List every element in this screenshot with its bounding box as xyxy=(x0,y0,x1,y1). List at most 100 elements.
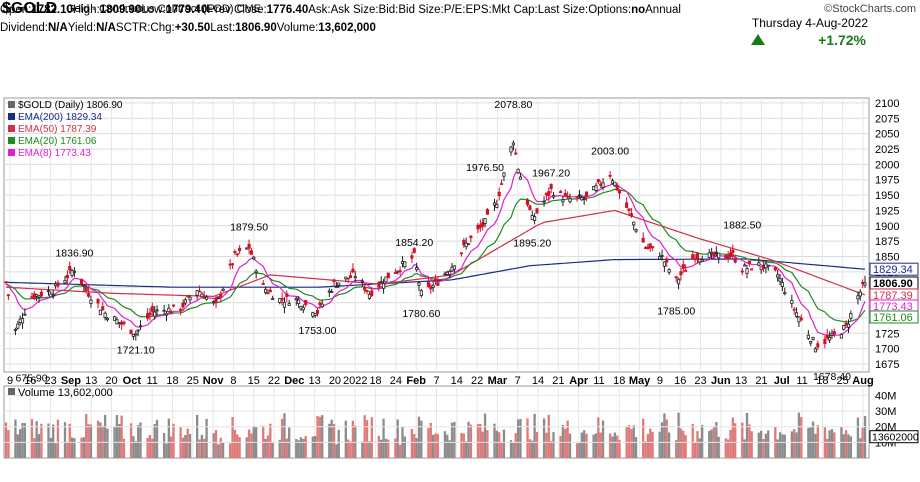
candle-body xyxy=(115,319,119,325)
volume-tick-label: 30M xyxy=(875,406,896,418)
volume-bar xyxy=(231,416,234,458)
candle-body xyxy=(112,316,117,321)
volume-bar xyxy=(304,436,307,458)
volume-bar xyxy=(776,439,779,458)
volume-bar xyxy=(675,439,678,458)
candle-body xyxy=(750,268,754,271)
candle-body xyxy=(849,313,853,319)
candle-body xyxy=(433,278,438,282)
volume-bar xyxy=(644,441,647,458)
stat-label: Prev Close: xyxy=(207,4,267,16)
x-tick-label: Apr xyxy=(569,375,589,387)
volume-bar xyxy=(247,429,251,458)
volume-bar xyxy=(715,422,718,458)
volume-bar xyxy=(103,414,107,458)
candle-body xyxy=(566,195,570,198)
volume-bar xyxy=(351,420,355,458)
candle-body xyxy=(89,299,93,304)
candle-body xyxy=(823,338,827,344)
candle-body xyxy=(497,191,501,197)
volume-bar xyxy=(106,428,109,458)
candle-body xyxy=(386,272,390,279)
price-annotation: 2078.80 xyxy=(494,99,532,111)
volume-bar xyxy=(172,423,175,458)
volume-bar xyxy=(630,429,633,458)
x-tick-label: Aug xyxy=(852,375,873,387)
volume-bar xyxy=(696,431,699,458)
x-tick-label: 23 xyxy=(694,375,706,387)
volume-bar xyxy=(542,418,546,458)
candle-body xyxy=(4,281,8,284)
volume-bar xyxy=(462,433,465,458)
volume-bar xyxy=(236,434,239,458)
stat-value: N/A xyxy=(47,22,68,34)
volume-bar xyxy=(297,440,300,458)
volume-bar xyxy=(528,439,532,458)
x-tick-label: 13 xyxy=(309,375,321,387)
volume-bar xyxy=(146,437,149,458)
volume-bar xyxy=(828,430,831,458)
volume-bar xyxy=(811,421,815,458)
candle-body xyxy=(448,270,452,276)
volume-bar xyxy=(21,422,24,458)
volume-bar xyxy=(781,434,784,458)
volume-bar xyxy=(698,438,701,458)
x-tick-label: 18 xyxy=(166,375,178,387)
stat-label: SCTR: xyxy=(115,22,151,34)
x-tick-label: 7 xyxy=(433,375,439,387)
value-tag-label: 1773.43 xyxy=(873,301,913,313)
volume-bar xyxy=(734,423,737,458)
x-tick-label: 20 xyxy=(329,375,341,387)
x-tick-label: Nov xyxy=(203,375,225,387)
candle-body xyxy=(72,270,76,273)
candle-body xyxy=(533,216,537,221)
x-tick-label: 14 xyxy=(532,375,544,387)
candle-body xyxy=(136,329,140,332)
candle-body xyxy=(665,258,669,263)
volume-bar xyxy=(677,412,680,458)
price-annotation: 1753.00 xyxy=(299,325,337,337)
candle-body xyxy=(431,284,435,288)
volume-bar xyxy=(264,438,267,458)
volume-bar xyxy=(830,429,834,458)
x-tick-label: 14 xyxy=(451,375,463,387)
volume-bar xyxy=(214,430,218,458)
value-tag xyxy=(869,310,919,324)
volume-bar xyxy=(790,431,794,458)
volume-bar xyxy=(311,436,314,458)
volume-bar xyxy=(56,419,60,458)
volume-bar xyxy=(849,436,853,458)
x-tick-label: 18 xyxy=(613,375,625,387)
candle-body xyxy=(582,197,586,200)
candle-body xyxy=(648,243,652,249)
volume-bar xyxy=(580,432,583,458)
volume-bar xyxy=(365,420,369,458)
volume-bar xyxy=(807,427,810,458)
candle-body xyxy=(365,289,369,293)
volume-bar xyxy=(212,433,215,458)
volume-bar xyxy=(278,439,281,458)
volume-bar xyxy=(377,435,381,458)
volume-bar xyxy=(717,436,720,458)
stat-value: no xyxy=(631,4,646,16)
volume-bar xyxy=(741,422,744,458)
legend-swatch xyxy=(8,388,15,395)
x-tick-label: 11 xyxy=(796,375,807,387)
stat-label: Ask Size: xyxy=(330,4,379,16)
candle-body xyxy=(98,309,102,316)
x-tick-label: Mar xyxy=(488,375,508,387)
candle-body xyxy=(660,254,664,257)
legend-entry: EMA(8) 1773.43 xyxy=(18,148,91,159)
candle-body xyxy=(594,185,598,191)
candle-body xyxy=(254,270,258,273)
volume-bar xyxy=(519,418,522,458)
volume-bar xyxy=(396,419,399,458)
candle-body xyxy=(351,268,355,273)
volume-bar xyxy=(526,418,529,458)
volume-bar xyxy=(347,439,350,458)
candle-body xyxy=(577,194,582,197)
x-tick-label: 16 xyxy=(674,375,686,387)
x-tick-label: 24 xyxy=(390,375,402,387)
stat-label: High: xyxy=(72,4,100,16)
volume-bar xyxy=(814,433,817,458)
